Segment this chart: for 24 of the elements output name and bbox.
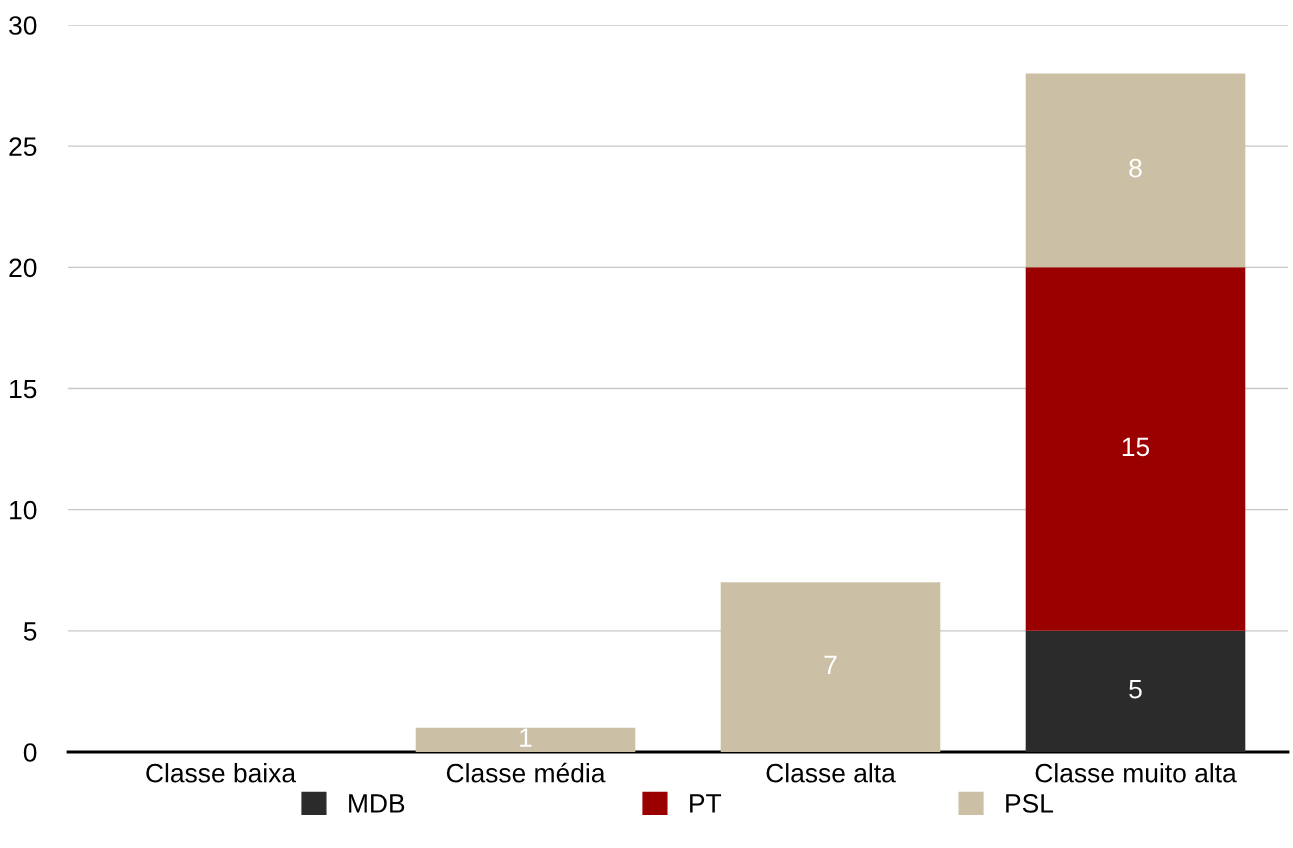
- x-tick-label: Classe muito alta: [1035, 763, 1237, 783]
- data-label: 8: [1129, 158, 1142, 178]
- data-label: 5: [1129, 680, 1142, 699]
- bar: [415, 727, 636, 752]
- data-label: 15: [1122, 437, 1150, 457]
- legend-label: PSL: [1006, 794, 1054, 813]
- x-tick-label: Classe alta: [766, 763, 896, 783]
- bar: [1025, 267, 1246, 631]
- legend-label: MDB: [349, 794, 405, 813]
- x-tick-label: Classe baixa: [146, 763, 297, 783]
- y-tick-label: 5: [23, 622, 37, 641]
- x-tick-label: Classe média: [446, 762, 606, 783]
- legend-label: PT: [690, 794, 722, 813]
- y-tick-label: 10: [10, 500, 37, 520]
- data-label: 7: [824, 655, 837, 675]
- y-tick-label: 30: [9, 16, 37, 35]
- data-label: 1: [520, 728, 532, 747]
- bar: [1025, 73, 1246, 268]
- y-tick-label: 20: [9, 258, 37, 278]
- bar: [1025, 630, 1246, 752]
- y-tick-label: 15: [10, 379, 37, 399]
- y-tick-label: 0: [23, 743, 37, 762]
- bar: [720, 582, 941, 752]
- y-tick-label: 25: [9, 137, 37, 156]
